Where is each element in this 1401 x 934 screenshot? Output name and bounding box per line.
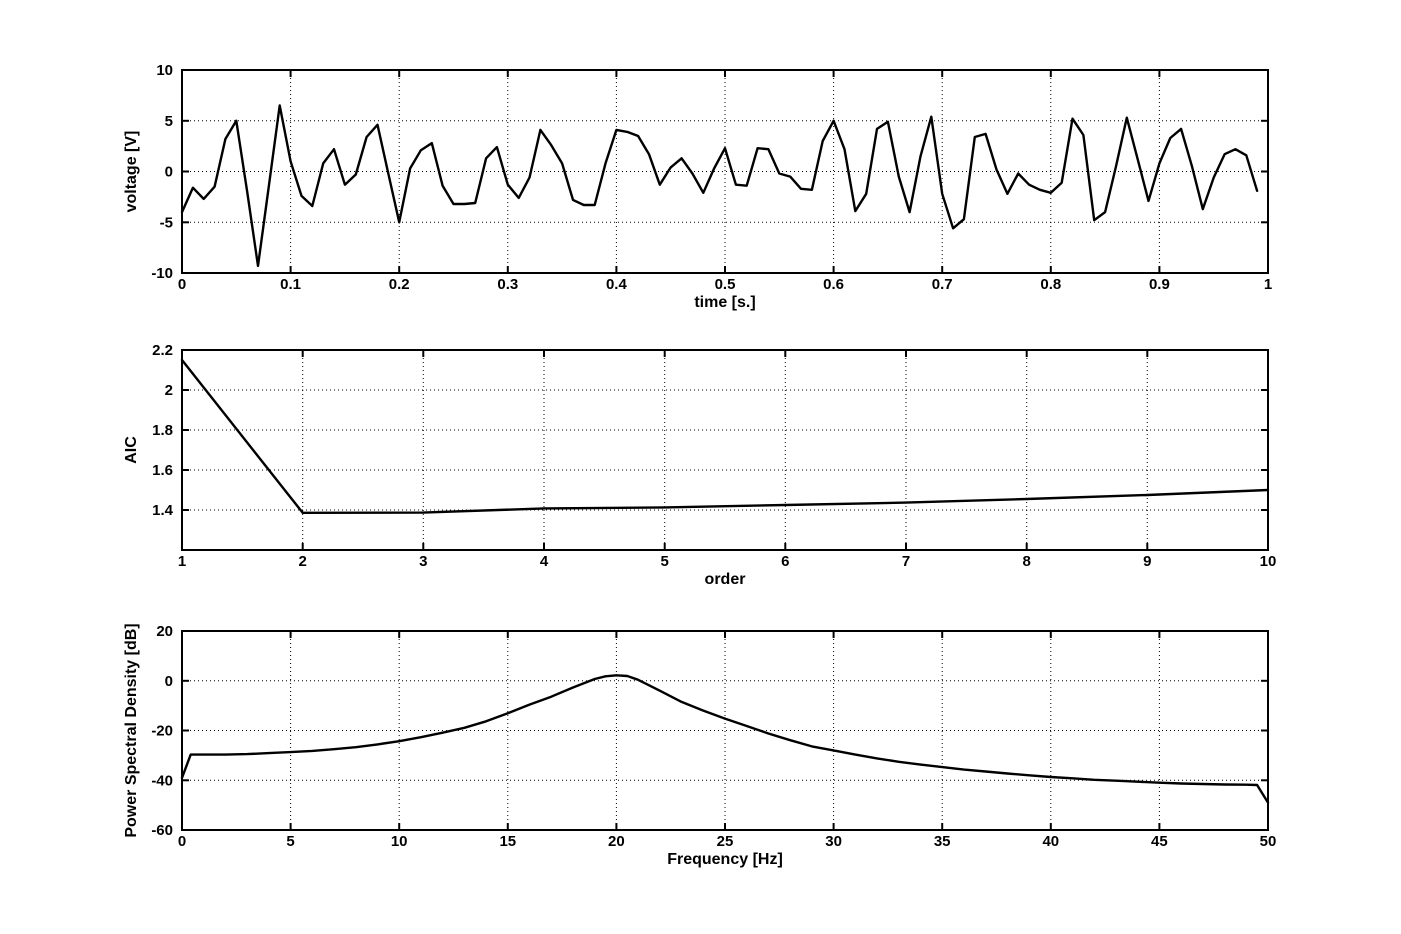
x-tick-label: 6 [781, 553, 789, 570]
x-tick-label: 0.4 [606, 276, 628, 293]
y-tick-label: 2 [165, 382, 173, 399]
x-axis-label: order [705, 571, 746, 588]
x-tick-label: 0.8 [1040, 276, 1061, 293]
y-axis-label: voltage [V] [123, 131, 140, 213]
y-tick-label: 1.6 [152, 462, 173, 479]
y-tick-label: -5 [160, 214, 173, 231]
x-tick-label: 5 [286, 833, 294, 850]
y-tick-label: 10 [156, 62, 173, 79]
x-tick-label: 3 [419, 553, 427, 570]
x-tick-label: 9 [1143, 553, 1151, 570]
x-tick-label: 0.1 [280, 276, 301, 293]
x-tick-label: 0.6 [823, 276, 844, 293]
x-tick-label: 25 [717, 833, 734, 850]
y-axis-label: AIC [123, 436, 140, 464]
signal-trace [180, 104, 1259, 268]
x-tick-label: 2 [299, 553, 307, 570]
x-tick-label: 35 [934, 833, 951, 850]
x-tick-label: 40 [1042, 833, 1059, 850]
x-tick-label: 15 [499, 833, 516, 850]
x-axis-label: Frequency [Hz] [667, 851, 783, 868]
x-tick-label: 20 [608, 833, 625, 850]
psd-trace [180, 674, 1270, 804]
x-axis-label: time [s.] [694, 294, 755, 311]
x-tick-label: 1 [178, 553, 186, 570]
y-tick-label: 0 [165, 164, 173, 181]
x-tick-label: 1 [1264, 276, 1272, 293]
y-tick-label: 2.2 [152, 342, 173, 359]
x-tick-label: 0.9 [1149, 276, 1170, 293]
x-tick-label: 50 [1260, 833, 1277, 850]
subplot-psd: 0 5 10 15 20 25 30 35 40 45 50 -60 -40 -20 0 20 Frequenc… [123, 623, 1276, 868]
x-tick-label: 0 [178, 833, 186, 850]
x-tick-label: 0.7 [932, 276, 953, 293]
y-tick-label: -20 [151, 723, 173, 740]
x-tick-label: 0 [178, 276, 186, 293]
y-tick-label: -10 [151, 265, 173, 282]
x-tick-label: 10 [391, 833, 408, 850]
plot-border [181, 69, 1269, 274]
aic-trace [180, 358, 1270, 514]
y-axis-label: Power Spectral Density [dB] [123, 623, 140, 837]
y-tick-label: 5 [165, 113, 173, 130]
plot-border [181, 349, 1269, 551]
y-tick-label: 1.8 [152, 422, 173, 439]
x-tick-label: 0.3 [497, 276, 518, 293]
x-tick-label: 4 [540, 553, 549, 570]
x-tick-label: 0.5 [715, 276, 736, 293]
y-tick-label: 0 [165, 673, 173, 690]
x-tick-label: 0.2 [389, 276, 410, 293]
x-tick-label: 10 [1260, 553, 1277, 570]
plot-border [181, 630, 1269, 831]
y-tick-label: -40 [151, 772, 173, 789]
x-tick-label: 45 [1151, 833, 1168, 850]
subplot-signal: 0 0.1 0.2 0.3 0.4 0.5 0.6 0.7 0.8 0.9 1 -10 -5 0 5 10 ti… [123, 62, 1272, 311]
x-tick-label: 30 [825, 833, 842, 850]
y-tick-label: 1.4 [152, 502, 174, 519]
subplot-aic: 1 2 3 4 5 6 7 8 9 10 1.4 1.6 1.8 2 2.2 order AIC [123, 342, 1276, 588]
x-tick-label: 8 [1023, 553, 1031, 570]
y-tick-label: -60 [151, 822, 173, 839]
x-tick-label: 7 [902, 553, 910, 570]
x-tick-label: 5 [661, 553, 669, 570]
y-tick-label: 20 [156, 623, 173, 640]
